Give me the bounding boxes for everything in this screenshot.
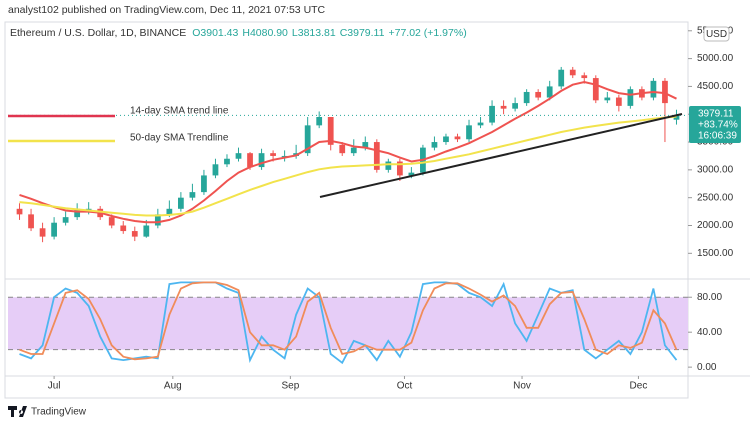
series-line xyxy=(19,281,678,361)
y-tick-label: 2000.00 xyxy=(697,220,734,231)
stoch-band xyxy=(8,297,688,350)
candle-body xyxy=(408,172,415,176)
sma14-label: 14-day SMA trend line xyxy=(130,106,229,117)
candle-body xyxy=(270,153,276,156)
candle-body xyxy=(85,208,92,210)
candle-body xyxy=(201,175,207,193)
candle-body xyxy=(224,158,230,165)
candle-body xyxy=(569,69,576,76)
candle-body xyxy=(258,153,265,168)
candle-body xyxy=(143,225,150,237)
candle-body xyxy=(281,155,288,157)
logo-mark xyxy=(8,406,27,417)
candle-body xyxy=(28,214,34,229)
candle-body xyxy=(16,208,23,215)
symbol-header: Ethereum / U.S. Dollar, 1D, BINANCE O3901… xyxy=(10,27,467,39)
candle-body xyxy=(662,80,668,104)
y-tick-label: 3000.00 xyxy=(697,165,734,176)
x-tick-label: Dec xyxy=(630,381,648,392)
candle-body xyxy=(178,197,184,209)
y-tick-label: 1500.00 xyxy=(697,248,734,259)
high: H4080.90 xyxy=(242,27,288,39)
candle-body xyxy=(212,164,219,176)
price-label-box xyxy=(689,106,741,143)
x-tick-label: Sep xyxy=(281,381,299,392)
x-tick-label: Jul xyxy=(48,381,61,392)
candle-body xyxy=(627,89,634,106)
y-tick-label: 40.00 xyxy=(697,327,722,338)
y-tick-label: 80.00 xyxy=(697,292,722,303)
currency-box[interactable] xyxy=(703,26,730,42)
candle-body xyxy=(466,125,472,140)
candle-body xyxy=(350,147,357,154)
percent-change: +83.74% xyxy=(698,120,738,131)
published-note: analyst102 published on TradingView.com,… xyxy=(8,4,326,16)
candle-body xyxy=(304,125,311,154)
candle-body xyxy=(396,161,403,176)
tradingview-logo: TradingView xyxy=(8,406,87,418)
candle-body xyxy=(431,142,438,148)
y-tick-label: 0.00 xyxy=(697,362,717,373)
x-tick-label: Aug xyxy=(164,381,182,392)
candle-body xyxy=(316,117,323,126)
candle-body xyxy=(512,103,518,109)
candle-body xyxy=(454,136,461,140)
candle-body xyxy=(546,86,553,98)
candle-body xyxy=(581,75,588,79)
candle-body xyxy=(62,217,69,223)
candle-body xyxy=(327,117,334,145)
bar-countdown: 16:06:39 xyxy=(698,131,737,142)
candle-body xyxy=(247,153,253,168)
candle-body xyxy=(339,144,346,154)
open: O3901.43 xyxy=(192,27,238,39)
y-tick-label: 5000.00 xyxy=(697,53,734,64)
low: L3813.81 xyxy=(292,27,336,39)
close: C3979.11 xyxy=(340,27,385,39)
sma50-label: 50-day SMA Trendline xyxy=(130,133,229,144)
y-tick-label: 4500.00 xyxy=(697,81,734,92)
candle-body xyxy=(108,217,115,226)
candle-body xyxy=(235,153,242,159)
candle-body xyxy=(362,142,369,148)
change: +77.02 (+1.97%) xyxy=(388,27,466,39)
series-line xyxy=(19,115,677,217)
last-price: 3979.11 xyxy=(698,109,734,120)
y-tick-label: 2500.00 xyxy=(697,192,734,203)
support-trendline xyxy=(319,113,683,198)
candle-body xyxy=(500,105,507,109)
candle-body xyxy=(558,69,565,87)
symbol: Ethereum / U.S. Dollar, 1D, BINANCE xyxy=(10,27,186,39)
candle-body xyxy=(443,136,449,143)
candle-body xyxy=(385,161,392,170)
candle-body xyxy=(535,91,542,98)
candle-body xyxy=(51,222,57,237)
candle-body xyxy=(373,142,380,170)
candle-body xyxy=(650,80,657,98)
x-tick-label: Oct xyxy=(397,381,413,392)
candle-body xyxy=(120,225,127,232)
candle-body xyxy=(154,214,161,226)
candle-body xyxy=(673,115,680,120)
candle-body xyxy=(131,231,138,237)
candle-body xyxy=(615,97,622,106)
candle-body xyxy=(39,228,46,237)
candle-body xyxy=(592,78,599,101)
candle-body xyxy=(477,122,484,126)
candle-body xyxy=(604,97,611,101)
currency: USD xyxy=(706,29,727,40)
candle-body xyxy=(189,192,196,198)
candle-body xyxy=(166,208,173,215)
candle-body xyxy=(523,91,530,104)
x-tick-label: Nov xyxy=(513,381,531,392)
series-line xyxy=(19,80,677,224)
candle-body xyxy=(489,105,495,123)
candle-body xyxy=(74,208,81,218)
brand: TradingView xyxy=(31,407,87,418)
